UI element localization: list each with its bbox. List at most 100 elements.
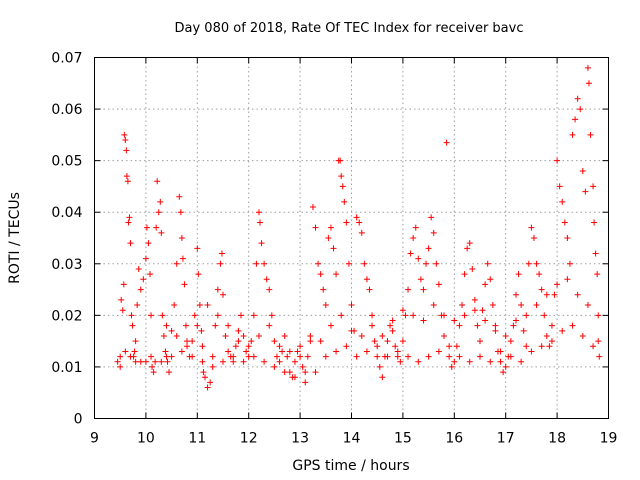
- data-point-marker: [230, 353, 237, 360]
- data-point-marker: [155, 209, 162, 216]
- data-point-marker: [420, 317, 427, 324]
- data-point-marker: [425, 353, 432, 360]
- data-point-marker: [435, 281, 442, 288]
- data-point-marker: [209, 353, 216, 360]
- data-point-marker: [405, 353, 412, 360]
- data-point-marker: [469, 265, 476, 272]
- data-point-marker: [168, 353, 175, 360]
- data-point-marker: [428, 214, 435, 221]
- data-point-marker: [297, 343, 304, 350]
- data-point-marker: [541, 312, 548, 319]
- y-tick-label: 0.02: [51, 308, 82, 324]
- data-point-marker: [145, 240, 152, 247]
- data-point-marker: [312, 369, 319, 376]
- data-point-marker: [173, 332, 180, 339]
- data-point-marker: [137, 286, 144, 293]
- data-point-marker: [345, 260, 352, 267]
- data-point-marker: [255, 209, 262, 216]
- data-point-marker: [443, 139, 450, 146]
- data-point-marker: [507, 353, 514, 360]
- data-point-marker: [415, 358, 422, 365]
- data-point-marker: [266, 286, 273, 293]
- data-point-marker: [425, 245, 432, 252]
- data-point-marker: [530, 235, 537, 241]
- data-point-marker: [268, 312, 275, 319]
- data-point-marker: [154, 178, 161, 185]
- data-point-marker: [166, 369, 173, 376]
- data-point-marker: [214, 312, 221, 319]
- data-point-marker: [572, 116, 579, 123]
- data-point-marker: [595, 338, 602, 345]
- data-point-marker: [554, 281, 561, 288]
- data-point-marker: [124, 178, 131, 185]
- data-point-marker: [160, 332, 167, 339]
- data-point-marker: [258, 240, 265, 247]
- data-point-marker: [255, 332, 262, 339]
- y-tick-label: 0: [74, 412, 83, 428]
- data-point-marker: [194, 245, 201, 252]
- data-point-marker: [554, 157, 561, 164]
- data-point-marker: [389, 317, 396, 324]
- data-point-marker: [433, 260, 440, 267]
- data-point-marker: [399, 338, 406, 345]
- data-point-marker: [410, 235, 417, 241]
- data-point-marker: [548, 338, 555, 345]
- y-tick-labels: 0 0.01 0.02 0.03 0.04 0.05 0.06 0.07: [51, 51, 82, 428]
- data-point-marker: [341, 198, 348, 205]
- data-point-marker: [117, 353, 124, 360]
- data-point-marker: [123, 173, 130, 180]
- data-point-marker: [240, 358, 247, 365]
- data-point-marker: [164, 358, 171, 365]
- data-point-marker: [330, 245, 337, 252]
- data-point-marker: [394, 353, 401, 360]
- data-point-marker: [361, 260, 368, 267]
- data-point-marker: [127, 353, 134, 360]
- x-tick-label: 13: [291, 431, 309, 447]
- data-point-marker: [435, 348, 442, 355]
- data-point-marker: [594, 271, 601, 278]
- y-tick-label: 0.05: [51, 154, 82, 170]
- data-point-marker: [546, 343, 553, 350]
- data-point-marker: [410, 312, 417, 319]
- data-point-marker: [466, 240, 473, 247]
- data-point-marker: [171, 302, 178, 309]
- data-point-marker: [510, 322, 517, 329]
- data-point-marker: [363, 348, 370, 355]
- data-point-marker: [320, 286, 327, 293]
- data-point-marker: [207, 379, 214, 386]
- x-tick-label: 15: [394, 431, 412, 447]
- data-point-marker: [179, 255, 186, 262]
- data-point-marker: [574, 95, 581, 102]
- data-point-marker: [230, 358, 237, 365]
- data-point-marker: [317, 338, 324, 345]
- data-point-marker: [261, 260, 268, 267]
- data-point-marker: [592, 250, 599, 257]
- data-point-marker: [284, 353, 291, 360]
- data-point-marker: [507, 338, 514, 345]
- data-point-marker: [182, 322, 189, 329]
- data-point-marker: [157, 198, 164, 205]
- data-point-marker: [564, 235, 571, 241]
- data-point-marker: [492, 327, 499, 334]
- data-point-marker: [497, 358, 504, 365]
- data-point-marker: [574, 291, 581, 298]
- data-point-marker: [543, 332, 550, 339]
- data-point-marker: [297, 353, 304, 360]
- data-point-marker: [117, 363, 124, 370]
- data-point-marker: [202, 374, 209, 381]
- data-point-marker: [198, 327, 205, 334]
- data-point-marker: [248, 338, 255, 345]
- data-point-marker: [459, 302, 466, 309]
- data-point-marker: [577, 106, 584, 113]
- data-point-marker: [276, 343, 283, 350]
- data-point-marker: [339, 183, 346, 190]
- data-point-marker: [222, 332, 229, 339]
- data-point-marker: [120, 281, 127, 288]
- data-point-marker: [217, 260, 224, 267]
- data-point-marker: [538, 343, 545, 350]
- data-point-marker: [134, 302, 141, 309]
- data-point-marker: [140, 276, 147, 283]
- data-point-marker: [294, 348, 301, 355]
- data-point-marker: [118, 296, 125, 303]
- data-point-marker: [263, 276, 270, 283]
